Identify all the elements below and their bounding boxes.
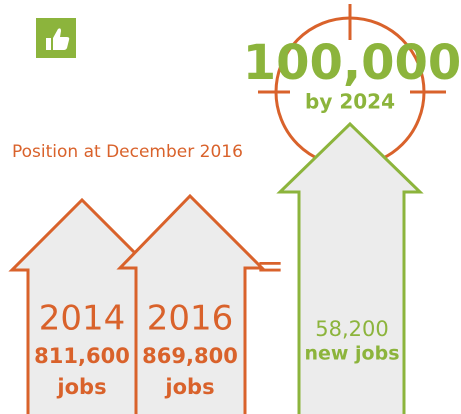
result-unit: new jobs <box>304 343 399 365</box>
target-value: 100,000 <box>243 35 461 91</box>
arrow-unit: jobs <box>164 375 214 399</box>
arrow-year: 2016 <box>147 299 234 339</box>
thumbs-up-icon <box>36 18 76 58</box>
result-arrow <box>276 121 424 414</box>
result-value: 58,200 <box>315 317 388 341</box>
caption: Position at December 2016 <box>12 142 243 162</box>
arrow-jobs: 811,600 <box>34 344 130 368</box>
arrow-year: 2014 <box>39 299 126 339</box>
target-subtitle: by 2024 <box>305 90 395 114</box>
arrow-unit: jobs <box>56 375 106 399</box>
arrow-jobs: 869,800 <box>142 344 238 368</box>
equals-sign: = <box>256 247 285 287</box>
arrow-2016 <box>116 193 266 414</box>
